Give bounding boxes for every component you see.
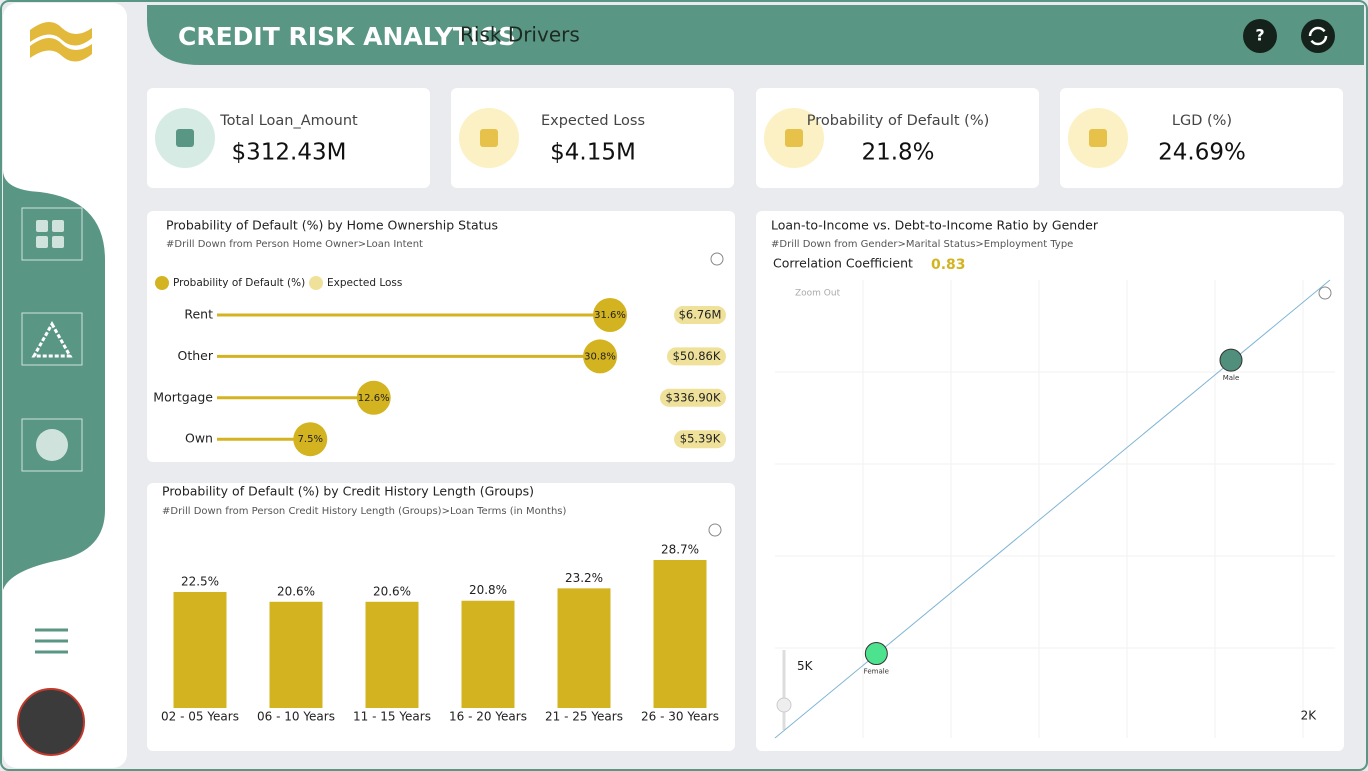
nav-borrower-icon [36, 429, 68, 461]
logo [30, 21, 92, 62]
header-bar [147, 5, 1364, 65]
expected-loss-pill [660, 388, 726, 407]
nav-overview[interactable] [21, 207, 83, 261]
x-tick-label: 26 - 30 Years [641, 710, 719, 724]
charts: Probability of Default (%) Expected Loss R… [153, 276, 1335, 739]
kpi-label: Probability of Default (%) [807, 113, 990, 129]
bar [653, 560, 707, 708]
x-tick-label: 16 - 20 Years [449, 710, 527, 724]
data-label: 31.6% [594, 310, 626, 321]
chart-subtitle: #Drill Down from Gender>Marital Status>E… [771, 239, 1073, 250]
kpi-card [147, 88, 430, 188]
help-icon: ? [1255, 26, 1264, 45]
kpi-label: Total Loan_Amount [219, 113, 358, 129]
refresh-button[interactable] [1301, 19, 1335, 53]
kpi-label: LGD (%) [1172, 113, 1232, 129]
legend-marker [155, 276, 169, 290]
nav-risk[interactable] [21, 312, 83, 366]
kpi-value: 24.69% [1158, 140, 1246, 166]
kpi-row: Total Loan_Amount $312.43M Expected Loss $4… [147, 88, 1343, 188]
data-label: $6.76M [679, 308, 722, 322]
sidebar-wave [3, 170, 105, 590]
annotation-value: 0.83 [931, 257, 966, 273]
data-label: 20.8% [469, 583, 507, 597]
x-tick-label: 21 - 25 Years [545, 710, 623, 724]
refresh-icon [1308, 26, 1328, 46]
point-label: Male [1223, 374, 1240, 382]
chart-title: Probability of Default (%) by Home Owner… [166, 218, 498, 233]
legend-label: Expected Loss [327, 277, 402, 289]
data-label: 12.6% [358, 393, 390, 404]
x-tick-label: 2K [1301, 709, 1318, 723]
help-button[interactable] [1243, 19, 1277, 53]
x-tick-label: 06 - 10 Years [257, 710, 335, 724]
zoom-handle[interactable] [776, 697, 792, 713]
header-subtitle: Risk Drivers [460, 23, 580, 47]
kpi-value: 21.8% [861, 140, 934, 166]
category-label: Mortgage [153, 389, 213, 404]
zoom-out[interactable]: Zoom Out [795, 289, 841, 299]
panel [756, 211, 1344, 751]
x-tick-label: 11 - 15 Years [353, 710, 431, 724]
bar [269, 601, 323, 708]
legend-marker [309, 276, 323, 290]
x-tick-label: 02 - 05 Years [161, 710, 239, 724]
header-title: CREDIT RISK ANALYTICS [178, 22, 516, 51]
kpi-card [1060, 88, 1343, 188]
data-label: 20.6% [373, 584, 411, 598]
bar [173, 591, 227, 708]
chart-subtitle: #Drill Down from Person Credit History L… [162, 506, 566, 517]
lollipop-head [583, 339, 618, 374]
kpi-card [451, 88, 734, 188]
bar [557, 588, 611, 708]
kpi-value: $4.15M [550, 140, 636, 166]
kpi-value: $312.43M [232, 140, 347, 166]
data-label: $50.86K [673, 349, 721, 363]
category-label: Own [185, 431, 213, 446]
nav-borrower[interactable] [21, 418, 83, 472]
expected-loss-pill [667, 347, 726, 366]
info-icon[interactable] [708, 523, 722, 537]
data-label: 20.6% [277, 584, 315, 598]
kpi-icon-glyph [480, 129, 498, 147]
kpi-card [756, 88, 1039, 188]
data-label: 30.8% [584, 351, 616, 362]
data-label: 7.5% [298, 434, 323, 445]
kpi-icon-glyph [1089, 129, 1107, 147]
bar [365, 601, 419, 708]
lollipop-head [356, 380, 391, 415]
avatar[interactable] [17, 688, 85, 756]
data-label: 22.5% [181, 574, 219, 588]
point-label: Female [864, 668, 889, 676]
legend-label: Probability of Default (%) [173, 277, 305, 289]
settings-icon[interactable] [35, 628, 68, 654]
chart-title: Probability of Default (%) by Credit His… [162, 484, 534, 499]
info-icon[interactable] [710, 252, 724, 266]
expected-loss-pill [674, 430, 726, 449]
category-label: Other [178, 348, 214, 363]
nav-overview-icon [36, 220, 64, 248]
data-label: 23.2% [565, 571, 603, 585]
nav-risk-icon [31, 320, 73, 358]
bar [461, 600, 515, 708]
category-label: Rent [184, 307, 213, 322]
y-tick-label: 5K [797, 659, 814, 673]
chart-title: Loan-to-Income vs. Debt-to-Income Ratio … [771, 218, 1099, 233]
data-label: $336.90K [665, 390, 721, 404]
lollipop-head [293, 422, 328, 457]
kpi-icon-glyph [176, 129, 194, 147]
info-icon[interactable] [1318, 286, 1332, 300]
data-label: $5.39K [680, 432, 721, 446]
kpi-label: Expected Loss [541, 113, 645, 129]
scatter-point [864, 642, 888, 666]
scatter-point [1219, 348, 1243, 372]
data-label: 28.7% [661, 543, 699, 557]
lollipop-head [593, 298, 627, 332]
annotation-label: Correlation Coefficient [773, 256, 913, 271]
expected-loss-pill [674, 306, 726, 324]
chart-subtitle: #Drill Down from Person Home Owner>Loan … [166, 239, 423, 250]
kpi-icon-glyph [785, 129, 803, 147]
